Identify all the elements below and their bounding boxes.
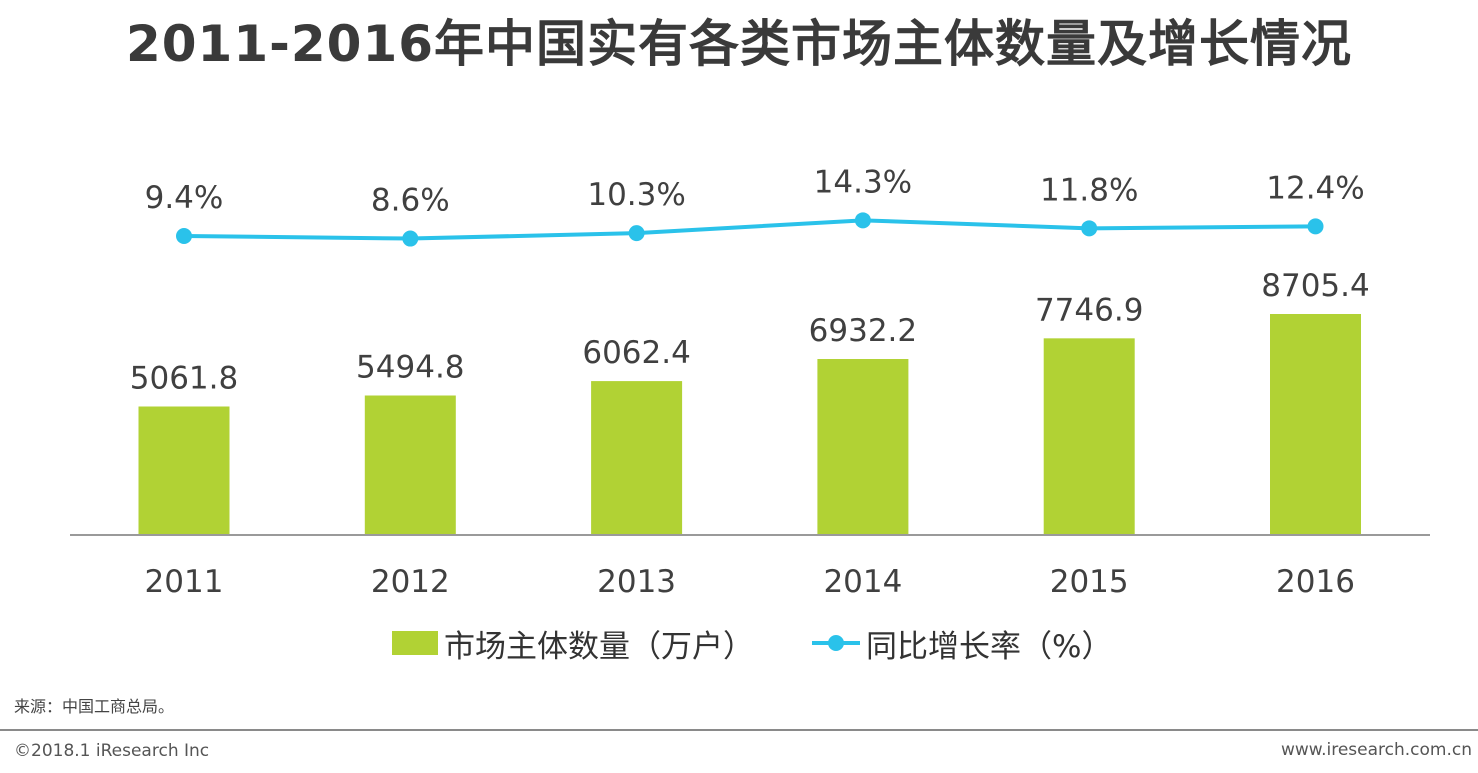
legend-line-label: 同比增长率（%） (866, 628, 1113, 665)
rate-label-2016: 12.4% (1266, 170, 1364, 206)
bar-label-2012: 5494.8 (356, 350, 464, 386)
rate-point-2012[interactable] (402, 230, 419, 247)
rate-label-2015: 11.8% (1040, 172, 1138, 208)
rate-label-2011: 9.4% (145, 180, 224, 216)
rate-point-2011[interactable] (176, 228, 192, 244)
x-tick-2016: 2016 (1276, 564, 1355, 600)
chart-title: 2011-2016年中国实有各类市场主体数量及增长情况 (125, 15, 1353, 73)
bar-2016[interactable] (1270, 314, 1361, 535)
rate-point-2015[interactable] (1081, 220, 1098, 237)
source-note: 来源：中国工商总局。 (14, 697, 175, 716)
rate-point-2014[interactable] (854, 212, 871, 229)
rate-label-2014: 14.3% (814, 164, 912, 200)
bar-2013[interactable] (591, 381, 683, 535)
bar-label-2015: 7746.9 (1035, 292, 1143, 328)
footer-divider (0, 729, 1478, 731)
bar-2012[interactable] (364, 395, 456, 535)
bar-2015[interactable] (1043, 338, 1135, 535)
rate-label-2012: 8.6% (371, 183, 450, 219)
bar-2014[interactable] (817, 359, 909, 535)
legend-bar-label: 市场主体数量（万户） (444, 628, 754, 665)
rate-label-2013: 10.3% (587, 177, 685, 213)
bar-label-2011: 5061.8 (130, 360, 238, 396)
growth-rate-points (176, 212, 1324, 247)
rate-point-2016[interactable] (1307, 218, 1324, 235)
x-tick-2011: 2011 (145, 564, 224, 600)
legend-item-line[interactable]: 同比增长率（%） (812, 618, 1112, 668)
chart: 5061.8 5494.8 6062.4 6932.2 7746.9 8705.4 201… (70, 164, 1430, 600)
chart-legend: 市场主体数量（万户） 同比增长率（%） (0, 618, 1478, 668)
website-link[interactable]: www.iresearch.com.cn (1280, 740, 1472, 760)
x-tick-2012: 2012 (371, 564, 450, 600)
growth-rate-line (183, 218, 1316, 241)
copyright: ©2018.1 iResearch Inc (14, 741, 210, 761)
rate-point-2013[interactable] (628, 225, 645, 242)
bar-2011[interactable] (138, 406, 230, 535)
growth-rate-labels: 9.4% 8.6% 10.3% 14.3% 11.8% 12.4% (145, 164, 1365, 218)
legend-line-swatch (812, 631, 860, 655)
bar-label-2013: 6062.4 (582, 335, 690, 371)
legend-item-bar[interactable]: 市场主体数量（万户） (392, 618, 754, 668)
x-tick-2014: 2014 (823, 564, 902, 600)
bar-series (138, 314, 1361, 535)
x-tick-labels: 2011 2012 2013 2014 2015 2016 (145, 564, 1355, 600)
bar-value-labels: 5061.8 5494.8 6062.4 6932.2 7746.9 8705.4 (130, 268, 1370, 396)
bar-label-2014: 6932.2 (809, 313, 917, 349)
x-tick-2013: 2013 (597, 564, 676, 600)
x-tick-2015: 2015 (1050, 564, 1129, 600)
legend-bar-swatch (392, 631, 438, 655)
bar-label-2016: 8705.4 (1261, 268, 1369, 304)
